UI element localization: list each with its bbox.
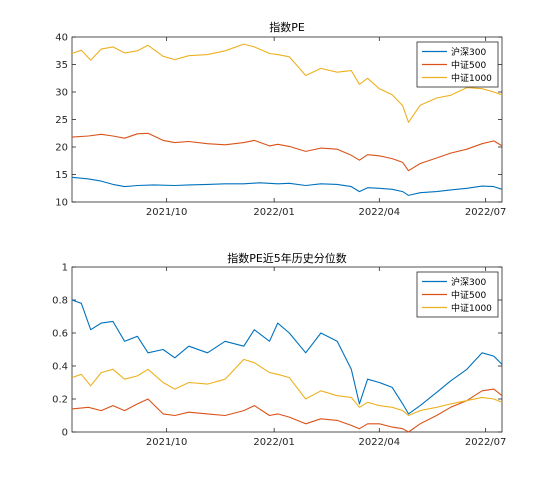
x-tick-label: 2021/10: [146, 437, 188, 448]
x-tick-label: 2022/07: [465, 437, 507, 448]
y-tick-label: 20: [55, 143, 68, 154]
x-tick-label: 2022/01: [253, 207, 295, 218]
x-tick-label: 2022/04: [359, 207, 401, 218]
legend-label: 中证1000: [451, 302, 492, 314]
y-tick-label: 10: [55, 198, 68, 209]
y-tick-label: 0: [62, 428, 68, 439]
y-tick-label: 30: [55, 88, 68, 99]
series-line-1: [71, 388, 503, 433]
y-tick-label: 0.2: [52, 395, 68, 406]
chart-title: 指数PE近5年历史分位数: [227, 251, 347, 265]
y-tick-label: 0.6: [52, 329, 68, 340]
y-tick-label: 15: [55, 170, 68, 181]
pe-percentile-chart-panel: 指数PE近5年历史分位数 0 0.2 0.4 0.6 0.8 1 2021/10 2022/0…: [52, 251, 506, 448]
y-tick-label: 0.8: [52, 296, 68, 307]
y-tick-label: 25: [55, 115, 68, 126]
y-tick-label: 35: [55, 60, 68, 71]
series-line-1: [71, 132, 503, 172]
x-tick-label: 2022/04: [359, 437, 401, 448]
series-line-2: [71, 358, 503, 417]
series-line-0: [71, 299, 503, 415]
pe-chart-panel: 指数PE 10 15 20 25 30 35 40 2021/10 2022/01 2022/04…: [55, 20, 506, 218]
x-tick-label: 2021/10: [146, 207, 188, 218]
legend-label: 沪深300: [451, 46, 486, 58]
legend-label: 沪深300: [451, 276, 486, 288]
x-tick-label: 2022/07: [465, 207, 507, 218]
legend-label: 中证500: [451, 59, 486, 71]
chart-title: 指数PE: [269, 20, 305, 34]
legend-label: 中证500: [451, 289, 486, 301]
y-tick-label: 0.4: [52, 362, 68, 373]
y-tick-label: 40: [55, 33, 68, 44]
legend-label: 中证1000: [451, 72, 492, 84]
series-line-0: [71, 176, 503, 196]
y-tick-label: 1: [62, 263, 68, 274]
series-line-2: [71, 43, 503, 123]
x-tick-label: 2022/01: [253, 437, 295, 448]
